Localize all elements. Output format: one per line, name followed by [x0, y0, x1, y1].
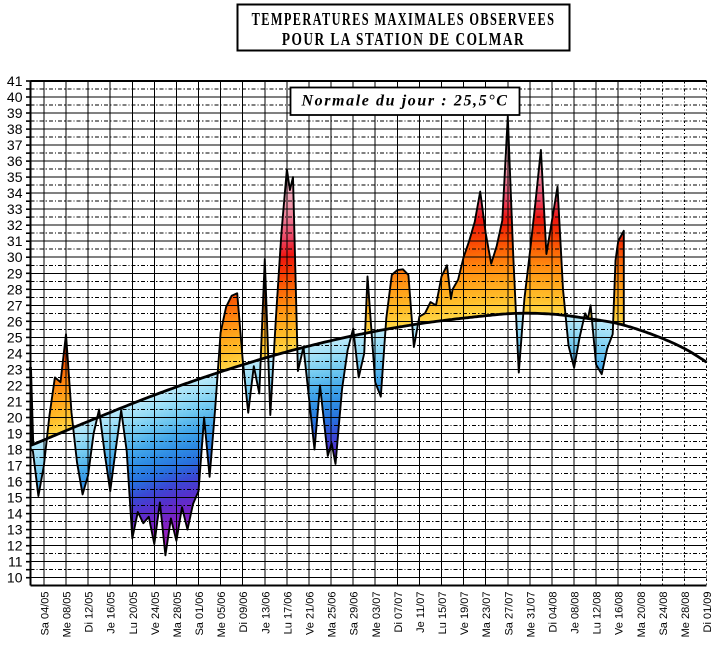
svg-text:12: 12: [7, 538, 23, 554]
svg-text:Lu 12/08: Lu 12/08: [592, 592, 604, 635]
svg-text:Di 07/07: Di 07/07: [393, 592, 405, 633]
svg-text:Lu 15/07: Lu 15/07: [437, 592, 449, 635]
svg-text:25: 25: [7, 329, 23, 345]
svg-text:Di 12/05: Di 12/05: [84, 592, 96, 633]
svg-text:21: 21: [7, 394, 23, 410]
svg-text:Me 31/07: Me 31/07: [525, 592, 537, 638]
svg-text:POUR LA STATION DE COLMAR: POUR LA STATION DE COLMAR: [282, 30, 525, 49]
svg-text:Di 09/06: Di 09/06: [238, 592, 250, 633]
svg-text:Je 11/07: Je 11/07: [415, 592, 427, 633]
svg-text:Je 16/05: Je 16/05: [106, 592, 118, 634]
svg-text:27: 27: [7, 297, 23, 313]
svg-text:24: 24: [7, 345, 23, 361]
svg-text:40: 40: [7, 89, 23, 105]
svg-text:32: 32: [7, 217, 23, 233]
svg-text:18: 18: [7, 442, 23, 458]
svg-text:Lu 17/06: Lu 17/06: [282, 592, 294, 635]
svg-text:Me 03/07: Me 03/07: [371, 592, 383, 638]
svg-text:39: 39: [7, 105, 23, 121]
svg-text:35: 35: [7, 169, 23, 185]
svg-text:29: 29: [7, 265, 23, 281]
svg-text:36: 36: [7, 153, 23, 169]
svg-text:Ve 21/06: Ve 21/06: [305, 592, 317, 635]
svg-text:Di 04/08: Di 04/08: [548, 592, 560, 633]
svg-text:30: 30: [7, 249, 23, 265]
svg-text:26: 26: [7, 313, 23, 329]
svg-text:Sa 27/07: Sa 27/07: [503, 592, 515, 636]
svg-text:Je 13/06: Je 13/06: [260, 592, 272, 634]
svg-text:Je 08/08: Je 08/08: [570, 592, 582, 634]
svg-text:23: 23: [7, 361, 23, 377]
svg-text:38: 38: [7, 121, 23, 137]
svg-text:Ve 19/07: Ve 19/07: [459, 592, 471, 635]
svg-text:20: 20: [7, 410, 23, 426]
svg-text:Ma 23/07: Ma 23/07: [481, 592, 493, 638]
svg-text:28: 28: [7, 281, 23, 297]
svg-text:Me 05/06: Me 05/06: [216, 592, 228, 638]
svg-text:14: 14: [7, 506, 23, 522]
svg-text:33: 33: [7, 201, 23, 217]
svg-text:19: 19: [7, 426, 23, 442]
svg-text:15: 15: [7, 490, 23, 506]
svg-text:Sa 01/06: Sa 01/06: [194, 592, 206, 636]
svg-text:16: 16: [7, 474, 23, 490]
svg-text:Lu 20/05: Lu 20/05: [128, 592, 140, 635]
svg-text:41: 41: [7, 73, 23, 89]
svg-text:Ma 25/06: Ma 25/06: [327, 592, 339, 638]
svg-text:Ve 24/05: Ve 24/05: [150, 592, 162, 635]
svg-text:Ve 16/08: Ve 16/08: [614, 592, 626, 635]
svg-text:Sa 04/05: Sa 04/05: [39, 592, 51, 636]
svg-text:10: 10: [7, 570, 23, 586]
svg-text:22: 22: [7, 377, 23, 393]
svg-text:31: 31: [7, 233, 23, 249]
svg-text:Normale du jour : 25,5°C: Normale du jour : 25,5°C: [300, 93, 508, 110]
svg-text:Ma 28/05: Ma 28/05: [172, 592, 184, 638]
svg-text:Ma 20/08: Ma 20/08: [636, 592, 648, 638]
svg-text:11: 11: [8, 554, 23, 570]
svg-text:Sa 24/08: Sa 24/08: [658, 592, 670, 636]
svg-text:Me 28/08: Me 28/08: [680, 592, 692, 638]
svg-text:17: 17: [7, 458, 23, 474]
svg-text:Di 01/09: Di 01/09: [702, 592, 714, 633]
svg-text:Me 08/05: Me 08/05: [62, 592, 74, 638]
svg-text:TEMPERATURES MAXIMALES OBSERVE: TEMPERATURES MAXIMALES OBSERVEES: [252, 10, 556, 30]
svg-text:37: 37: [7, 137, 23, 153]
svg-text:34: 34: [7, 185, 23, 201]
svg-text:13: 13: [7, 522, 23, 538]
svg-text:Sa 29/06: Sa 29/06: [349, 592, 361, 636]
